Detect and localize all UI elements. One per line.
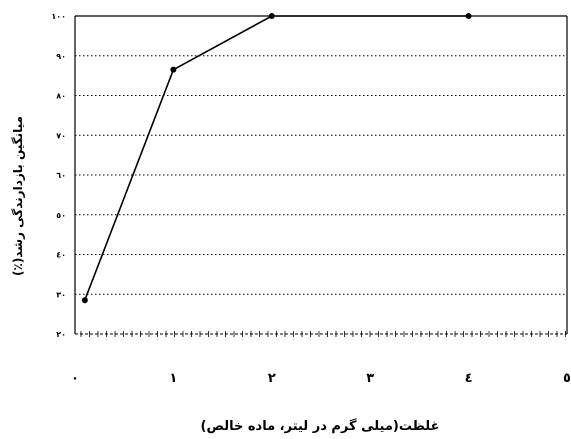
y-tick-label: ٢٠ [56,330,66,339]
axes [74,15,568,337]
grid-lines [75,55,567,295]
y-tick-label: ٧٠ [56,131,66,140]
y-tick-label: ٣٠ [56,290,66,299]
x-tick-labels: ٠ ١ ٢ ٣ ٤ ٥ [71,371,571,386]
y-tick-label: ٥٠ [56,211,66,220]
y-tick-label: ٤٠ [56,251,66,260]
x-tick-label: ٢ [268,371,276,386]
series-line [84,15,469,301]
y-axis-title: میانگین بازدارندگی رشد(٪) [11,116,25,276]
x-tick-label: ٣ [366,371,374,386]
data-point [465,13,472,19]
data-point [268,13,275,19]
series [81,13,472,304]
x-tick-label: ٠ [71,371,79,386]
y-tick-labels: ٢٠ ٣٠ ٤٠ ٥٠ ٦٠ ٧٠ ٨٠ ٩٠ ١٠٠ [51,12,66,339]
y-tick-label: ١٠٠ [51,12,66,21]
y-tick-label: ٩٠ [56,52,66,61]
y-tick-label: ٦٠ [56,171,66,180]
data-point [170,66,177,73]
x-tick-label: ٥ [563,371,571,386]
data-point [81,297,88,304]
x-tick-label: ١ [169,371,177,386]
y-tick-label: ٨٠ [56,92,66,101]
x-axis-title: غلظت(میلی گرم در لیتر، ماده خالص) [201,418,440,434]
x-tick-label: ٤ [465,371,473,386]
